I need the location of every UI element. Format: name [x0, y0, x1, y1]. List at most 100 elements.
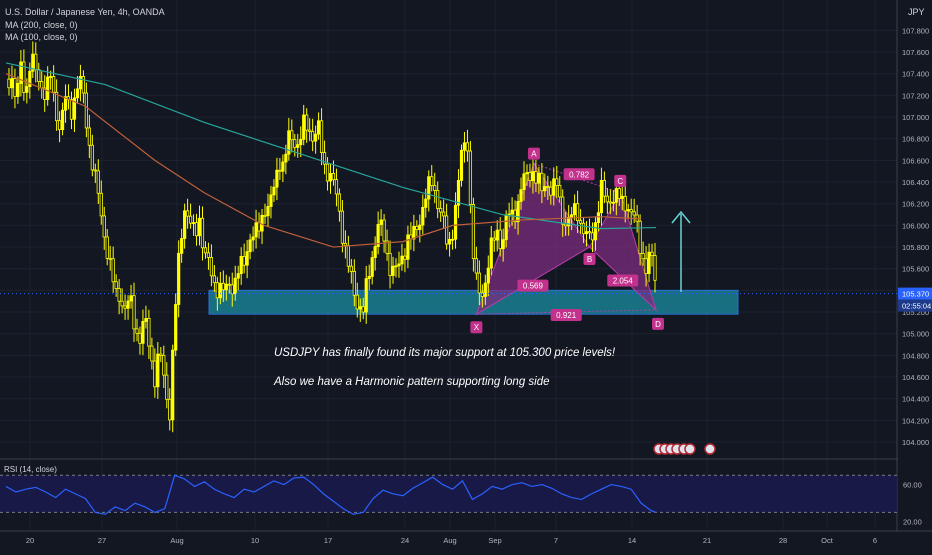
candle-body[interactable]: [638, 220, 642, 254]
candle-body[interactable]: [177, 252, 181, 305]
rsi-line[interactable]: [5, 474, 657, 515]
rsi-pane[interactable]: [0, 474, 897, 515]
candle-body[interactable]: [623, 195, 627, 212]
candle-body[interactable]: [489, 237, 493, 269]
candle-body[interactable]: [93, 169, 97, 172]
candle-body[interactable]: [236, 273, 240, 279]
candle-body[interactable]: [197, 217, 202, 237]
candle-body[interactable]: [81, 76, 86, 94]
candle-body[interactable]: [278, 169, 282, 172]
candle-body[interactable]: [373, 246, 377, 258]
candles[interactable]: [7, 41, 657, 433]
candle-body[interactable]: [90, 144, 94, 171]
candle-body[interactable]: [510, 209, 514, 215]
candle-body[interactable]: [617, 188, 621, 199]
candle-body[interactable]: [355, 294, 359, 310]
candle-body[interactable]: [477, 272, 481, 294]
candle-body[interactable]: [40, 81, 44, 89]
candle-body[interactable]: [555, 178, 559, 186]
candle-body[interactable]: [239, 256, 243, 275]
candle-body[interactable]: [447, 238, 452, 245]
candle-body[interactable]: [266, 206, 270, 217]
candle-body[interactable]: [587, 231, 592, 234]
candle-body[interactable]: [245, 251, 249, 266]
candle-body[interactable]: [522, 173, 526, 190]
candle-body[interactable]: [626, 209, 630, 212]
candle-body[interactable]: [498, 229, 502, 250]
candle-body[interactable]: [570, 214, 574, 218]
candle-body[interactable]: [406, 234, 410, 260]
event-marker-icon[interactable]: [704, 443, 716, 455]
candle-body[interactable]: [480, 292, 484, 297]
candle-body[interactable]: [549, 186, 553, 196]
candle-body[interactable]: [516, 201, 520, 223]
candle-body[interactable]: [37, 69, 41, 82]
candle-body[interactable]: [486, 267, 490, 284]
candle-body[interactable]: [650, 251, 654, 257]
candle-body[interactable]: [459, 149, 464, 181]
candle-body[interactable]: [126, 300, 130, 309]
candle-body[interactable]: [174, 304, 178, 351]
candle-body[interactable]: [632, 211, 636, 216]
candle-body[interactable]: [183, 210, 187, 239]
candle-body[interactable]: [528, 172, 532, 181]
candle-body[interactable]: [456, 179, 461, 206]
candle-body[interactable]: [209, 256, 214, 277]
candle-body[interactable]: [602, 180, 606, 197]
candle-body[interactable]: [102, 215, 106, 238]
candle-body[interactable]: [25, 86, 29, 93]
candle-body[interactable]: [311, 131, 315, 142]
candle-body[interactable]: [319, 120, 324, 153]
candle-body[interactable]: [418, 224, 422, 231]
candle-body[interactable]: [343, 242, 347, 246]
candle-body[interactable]: [546, 186, 550, 188]
candle-body[interactable]: [123, 305, 127, 309]
candle-body[interactable]: [501, 239, 505, 250]
candle-body[interactable]: [578, 220, 583, 224]
candle-body[interactable]: [188, 215, 193, 224]
candle-body[interactable]: [322, 152, 327, 165]
candle-body[interactable]: [284, 153, 288, 163]
candle-body[interactable]: [385, 240, 389, 254]
candle-body[interactable]: [400, 255, 404, 265]
candle-body[interactable]: [397, 263, 401, 267]
candle-body[interactable]: [87, 127, 91, 146]
candle-body[interactable]: [224, 283, 228, 291]
candle-body[interactable]: [629, 209, 633, 213]
candle-body[interactable]: [471, 204, 476, 260]
candle-body[interactable]: [453, 204, 458, 240]
candle-body[interactable]: [468, 150, 473, 205]
candle-body[interactable]: [641, 253, 645, 260]
candle-body[interactable]: [230, 284, 234, 295]
candle-body[interactable]: [382, 219, 386, 242]
candle-body[interactable]: [99, 192, 103, 217]
candle-body[interactable]: [171, 349, 175, 421]
candle-body[interactable]: [433, 185, 437, 191]
candle-body[interactable]: [218, 282, 222, 299]
candle-body[interactable]: [275, 169, 279, 188]
candle-body[interactable]: [7, 78, 11, 89]
candle-body[interactable]: [263, 214, 267, 217]
candle-body[interactable]: [269, 194, 273, 207]
candle-body[interactable]: [367, 276, 371, 280]
candle-body[interactable]: [186, 210, 190, 217]
candle-body[interactable]: [105, 236, 109, 259]
candle-body[interactable]: [147, 318, 151, 347]
candle-body[interactable]: [293, 139, 297, 148]
candle-body[interactable]: [78, 76, 83, 90]
candle-body[interactable]: [96, 170, 100, 194]
candle-body[interactable]: [412, 225, 416, 240]
candle-body[interactable]: [581, 222, 586, 235]
candle-body[interactable]: [349, 265, 353, 272]
candle-body[interactable]: [439, 208, 443, 213]
candle-body[interactable]: [474, 258, 478, 274]
time-axis[interactable]: 20 27 Aug 10 17 24 Aug Sep 7 14 21 28 Oct 6: [0, 530, 932, 550]
candle-body[interactable]: [584, 231, 589, 235]
candle-body[interactable]: [394, 265, 398, 268]
candle-body[interactable]: [75, 88, 80, 99]
candle-body[interactable]: [590, 232, 595, 241]
candle-body[interactable]: [445, 215, 449, 245]
candle-body[interactable]: [424, 198, 428, 208]
candle-body[interactable]: [159, 353, 163, 356]
